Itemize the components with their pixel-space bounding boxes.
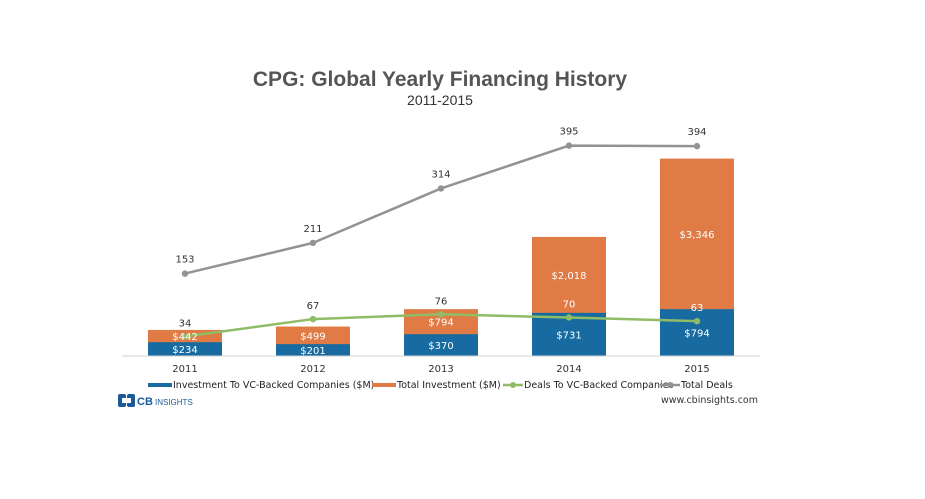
label-total-investment-2014: $2,018: [552, 271, 587, 282]
ticks-layer: 2011 2012 2013 2014 2015: [172, 364, 709, 375]
label-vc-deals-2013: 76: [435, 296, 448, 307]
point-vc-deals-2015: [693, 317, 701, 325]
legend-marker-vc-deals: [510, 382, 516, 388]
lines-layer: [181, 142, 701, 340]
point-vc-deals-2013: [437, 311, 445, 318]
chart-title: CPG: Global Yearly Financing History: [253, 68, 628, 91]
label-vc-investment-2015: $794: [684, 329, 709, 340]
bar-vc-investment-2015: [660, 309, 734, 356]
x-tick-2011: 2011: [172, 364, 197, 375]
label-vc-deals-2012: 67: [307, 301, 320, 312]
label-total-deals-2013: 314: [431, 169, 450, 180]
bars-layer: [148, 158, 734, 356]
legend-label-vc-investment: Investment To VC-Backed Companies ($M): [173, 380, 374, 391]
label-total-deals-2011: 153: [175, 255, 194, 266]
label-vc-deals-2011: 34: [179, 319, 192, 330]
label-vc-investment-2014: $731: [556, 330, 581, 341]
bar-vc-investment-2011: [148, 342, 222, 356]
label-vc-deals-2015: 63: [691, 303, 704, 314]
chart-subtitle: 2011-2015: [407, 92, 473, 108]
point-vc-deals-2011: [181, 333, 189, 340]
x-tick-2014: 2014: [556, 364, 581, 375]
legend-swatch-vc-investment: [148, 383, 172, 387]
x-tick-2013: 2013: [428, 364, 453, 375]
legend-marker-total-deals: [667, 382, 673, 388]
legend-label-total-deals: Total Deals: [680, 380, 733, 391]
label-total-investment-2011: $442: [172, 332, 197, 343]
label-total-investment-2013: $794: [428, 318, 453, 329]
label-total-investment-2012: $499: [300, 331, 325, 342]
label-vc-deals-2014: 70: [563, 299, 576, 310]
x-tick-2012: 2012: [300, 364, 325, 375]
point-total-deals-2014: [565, 142, 573, 149]
logo-sub-text: INSIGHTS: [155, 398, 193, 407]
point-total-deals-2011: [181, 270, 189, 277]
label-total-deals-2012: 211: [303, 224, 322, 235]
label-total-deals-2015: 394: [687, 127, 706, 138]
cb-insights-logo: CB INSIGHTS: [118, 394, 193, 408]
logo-main-text: CB: [137, 396, 153, 408]
point-total-deals-2015: [693, 142, 701, 150]
point-total-deals-2012: [309, 239, 317, 247]
point-total-deals-2013: [437, 185, 445, 192]
legend-label-total-investment: Total Investment ($M): [396, 380, 501, 391]
legend-label-vc-deals: Deals To VC-Backed Companies: [524, 380, 674, 391]
line-total-deals: [184, 144, 698, 275]
label-total-deals-2014: 395: [559, 127, 578, 138]
point-vc-deals-2012: [309, 315, 317, 323]
legend: Investment To VC-Backed Companies ($M) To…: [148, 380, 733, 391]
source-url: www.cbinsights.com: [661, 395, 758, 406]
label-vc-investment-2011: $234: [172, 345, 197, 356]
legend-swatch-total-investment: [372, 383, 396, 387]
point-vc-deals-2014: [565, 314, 573, 321]
label-total-investment-2015: $3,346: [680, 230, 715, 241]
x-tick-2015: 2015: [684, 364, 709, 375]
bar-vc-investment-2013: [404, 334, 478, 356]
labels-layer: $234 $442 $201 $499 $370 $794 $731 $2,018 $794 $3…: [172, 127, 714, 357]
label-vc-investment-2012: $201: [300, 346, 325, 357]
label-vc-investment-2013: $370: [428, 341, 453, 352]
bar-vc-investment-2012: [276, 344, 350, 356]
